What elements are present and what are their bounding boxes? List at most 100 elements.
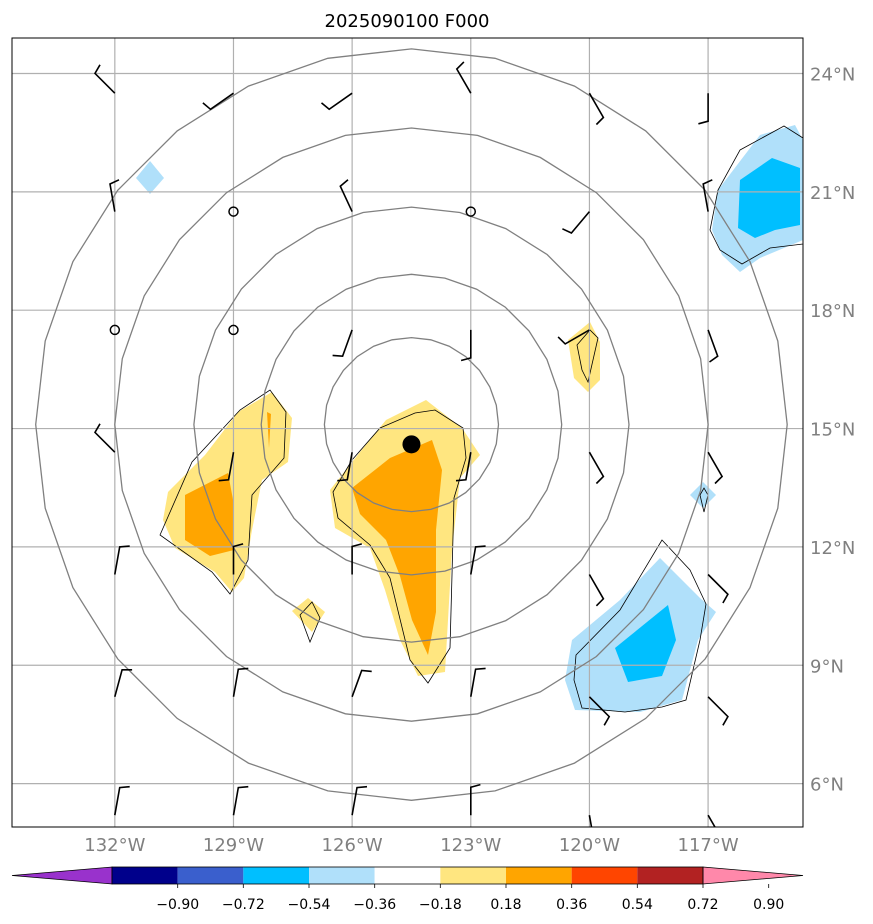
wind-barb-4-1 bbox=[232, 543, 244, 575]
lat-label-0: 24°N bbox=[810, 65, 855, 86]
colorbar-bin-5 bbox=[440, 867, 506, 884]
lon-label-3: 123°W bbox=[440, 835, 501, 856]
wind-barb-0-5 bbox=[698, 93, 709, 125]
contour-center bbox=[332, 409, 467, 684]
contour-left bbox=[159, 389, 287, 595]
colorbar-bin-1 bbox=[177, 867, 244, 884]
colorbar-extend-high bbox=[702, 866, 804, 885]
neg-region-small bbox=[136, 161, 164, 194]
lat-label-1: 21°N bbox=[810, 183, 855, 204]
wind-barb-1-0 bbox=[109, 179, 120, 212]
colorbar-label-8: 0.72 bbox=[687, 897, 718, 913]
wind-barb-4-4 bbox=[588, 574, 605, 607]
neg-region-tiny bbox=[690, 482, 716, 508]
wind-barbs bbox=[93, 61, 729, 827]
range-rings bbox=[35, 48, 788, 801]
wind-barb-4-5 bbox=[707, 573, 729, 604]
lon-label-1: 129°W bbox=[203, 835, 264, 856]
range-ring-4 bbox=[35, 48, 788, 801]
neg-region-top-right-core bbox=[738, 158, 800, 238]
wind-barb-5-5 bbox=[707, 696, 729, 726]
colorbar-label-0: −0.90 bbox=[156, 897, 199, 913]
wind-barb-2-1 bbox=[228, 324, 239, 336]
wind-barb-1-3 bbox=[465, 206, 477, 217]
wind-barb-6-4 bbox=[588, 815, 593, 827]
wind-barb-5-0 bbox=[114, 669, 133, 698]
contour-top-right bbox=[709, 125, 803, 265]
colorbar-label-2: −0.54 bbox=[288, 897, 331, 913]
wind-barb-2-2 bbox=[332, 329, 353, 358]
wind-barb-0-3 bbox=[455, 61, 472, 94]
contour-small bbox=[299, 601, 321, 644]
wind-barb-2-5 bbox=[707, 329, 719, 363]
wind-barb-3-4 bbox=[588, 451, 605, 485]
colorbar-outline bbox=[111, 866, 704, 885]
latitude-labels: 24°N 21°N 18°N 15°N 12°N 9°N 6°N bbox=[810, 65, 855, 796]
wind-barb-0-0 bbox=[93, 64, 116, 94]
wind-barb-6-5 bbox=[707, 814, 716, 827]
colorbar-label-3: −0.36 bbox=[353, 897, 396, 913]
colorbar: −0.90 −0.72 −0.54 −0.36 −0.18 0.18 0.36 0.54 0.7… bbox=[11, 866, 804, 913]
wind-barb-6-2 bbox=[351, 785, 368, 816]
wind-barb-2-4 bbox=[557, 329, 590, 345]
lat-label-6: 6°N bbox=[810, 775, 844, 796]
colorbar-bin-7 bbox=[571, 867, 638, 884]
colorbar-bin-2 bbox=[243, 867, 309, 884]
colorbar-label-9: 0.90 bbox=[753, 897, 784, 913]
zero-contours bbox=[159, 125, 803, 713]
colorbar-bin-6 bbox=[506, 867, 572, 884]
colorbar-label-6: 0.36 bbox=[556, 897, 587, 913]
colorbar-label-5: 0.18 bbox=[490, 897, 521, 913]
neg-region-bottom-right-core bbox=[615, 605, 676, 682]
wind-barb-3-0 bbox=[93, 423, 116, 453]
wind-barb-4-2 bbox=[351, 543, 363, 575]
range-ring-0 bbox=[323, 336, 500, 513]
wind-barb-2-3 bbox=[460, 329, 472, 362]
map-frame bbox=[11, 37, 804, 828]
range-ring-3 bbox=[114, 127, 709, 722]
map-area bbox=[12, 38, 803, 827]
wind-barb-1-2 bbox=[339, 179, 353, 212]
wind-barb-5-3 bbox=[470, 667, 486, 697]
contour-bottom-right bbox=[573, 539, 707, 713]
range-ring-2 bbox=[193, 206, 630, 643]
wind-barb-1-4 bbox=[562, 211, 591, 234]
pos-region-left-core bbox=[185, 473, 234, 556]
colorbar-bin-4 bbox=[374, 867, 441, 884]
wind-barb-3-5 bbox=[707, 451, 724, 485]
lon-label-5: 117°W bbox=[678, 835, 739, 856]
wind-barb-5-1 bbox=[232, 667, 249, 697]
wind-barb-6-1 bbox=[232, 785, 249, 816]
wind-barb-5-4 bbox=[588, 696, 611, 726]
lat-label-5: 9°N bbox=[810, 656, 844, 677]
wind-barb-3-2 bbox=[337, 452, 353, 482]
pos-region-right bbox=[568, 322, 600, 392]
lat-label-3: 15°N bbox=[810, 420, 855, 441]
wind-barb-3-3 bbox=[455, 452, 472, 482]
wind-barb-0-1 bbox=[202, 92, 234, 111]
lat-label-4: 12°N bbox=[810, 538, 855, 559]
colorbar-label-1: −0.72 bbox=[222, 897, 265, 913]
colorbar-bin-3 bbox=[309, 867, 375, 884]
lon-label-4: 120°W bbox=[559, 835, 620, 856]
wind-barb-0-2 bbox=[320, 92, 353, 111]
wind-barb-3-1 bbox=[218, 452, 235, 482]
wind-barb-6-0 bbox=[114, 785, 130, 816]
wind-barb-4-0 bbox=[114, 545, 130, 575]
lon-label-2: 126°W bbox=[322, 835, 383, 856]
wind-barb-1-5 bbox=[702, 179, 713, 212]
colorbar-label-7: 0.54 bbox=[622, 897, 653, 913]
storm-center-marker bbox=[402, 435, 421, 454]
range-ring-1 bbox=[260, 273, 563, 576]
wind-barb-4-3 bbox=[470, 545, 486, 575]
colorbar-bin-8 bbox=[637, 867, 703, 884]
lon-label-0: 132°W bbox=[84, 835, 145, 856]
longitude-labels: 132°W 129°W 126°W 123°W 120°W 117°W bbox=[84, 835, 739, 856]
colorbar-label-4: −0.18 bbox=[419, 897, 462, 913]
contour-right bbox=[576, 329, 599, 384]
wind-barb-6-3 bbox=[470, 783, 481, 816]
wind-barb-2-0 bbox=[109, 324, 121, 336]
colorbar-extend-low bbox=[11, 866, 113, 885]
wind-barb-1-1 bbox=[228, 206, 239, 217]
